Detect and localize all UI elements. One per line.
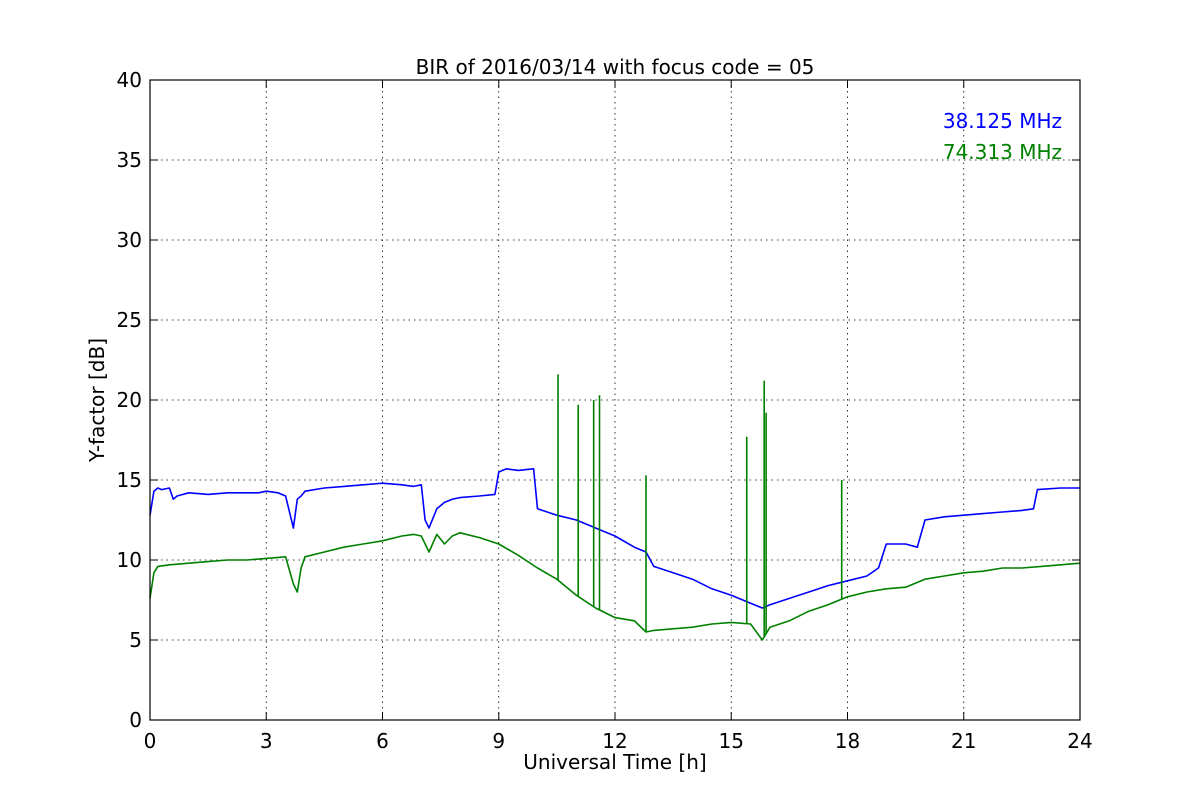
x-tick-label: 24 — [1067, 729, 1092, 753]
y-tick-label: 10 — [117, 548, 142, 572]
y-tick-label: 20 — [117, 388, 142, 412]
x-axis-title: Universal Time [h] — [523, 750, 706, 774]
plot-area — [149, 374, 1081, 641]
x-tick-label: 12 — [602, 729, 627, 753]
x-tick-label: 6 — [376, 729, 389, 753]
x-tick-label: 3 — [260, 729, 273, 753]
x-tick-label: 18 — [835, 729, 860, 753]
y-tick-label: 5 — [129, 628, 142, 652]
y-tick-label: 0 — [129, 708, 142, 732]
y-tick-label: 15 — [117, 468, 142, 492]
y-tick-label: 25 — [117, 308, 142, 332]
axis-ticks — [149, 79, 1081, 721]
series-blue — [149, 467, 1080, 609]
x-tick-label: 9 — [492, 729, 505, 753]
x-tick-label: 21 — [951, 729, 976, 753]
y-tick-label: 40 — [117, 68, 142, 92]
spikes — [557, 374, 843, 637]
grid — [150, 80, 1080, 720]
legend: 38.125 MHz 74.313 MHz — [943, 109, 1062, 164]
y-axis-title: Y-factor [dB] — [85, 338, 109, 463]
y-tick-label: 30 — [117, 228, 142, 252]
x-tick-labels: 0 3 6 9 12 15 18 21 24 — [144, 729, 1093, 753]
legend-entry-38-125-mhz: 38.125 MHz — [943, 109, 1062, 133]
x-tick-label: 15 — [719, 729, 744, 753]
y-tick-labels: 0 5 10 15 20 25 30 35 40 — [117, 68, 142, 732]
series-line — [149, 531, 1081, 641]
legend-entry-74-313-mhz: 74.313 MHz — [943, 140, 1062, 164]
chart-title: BIR of 2016/03/14 with focus code = 05 — [416, 55, 815, 79]
x-tick-label: 0 — [144, 729, 157, 753]
series-green — [149, 531, 1081, 641]
y-tick-label: 35 — [117, 148, 142, 172]
series-line — [149, 467, 1080, 609]
